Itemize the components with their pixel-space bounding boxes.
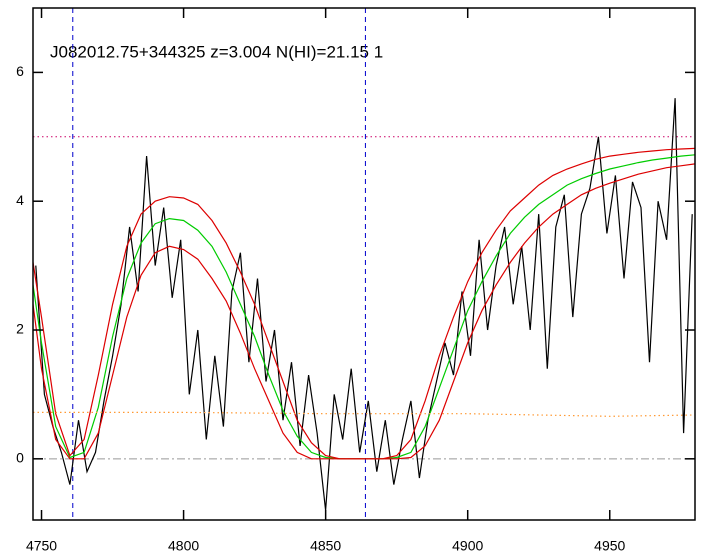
x-tick-label: 4950	[594, 538, 625, 554]
y-tick-label: 4	[16, 192, 24, 208]
chart-title: J082012.75+344325 z=3.004 N(HI)=21.15 1	[50, 42, 383, 61]
data-line	[33, 163, 695, 460]
y-tick-label: 2	[16, 321, 24, 337]
y-tick-label: 0	[16, 450, 24, 466]
y-tick-label: 6	[16, 63, 24, 79]
data-line	[35, 98, 693, 511]
x-tick-label: 4750	[26, 538, 57, 554]
x-tick-label: 4800	[168, 538, 199, 554]
x-tick-label: 4850	[310, 538, 341, 554]
x-tick-label: 4900	[452, 538, 483, 554]
plot-frame	[32, 7, 696, 521]
